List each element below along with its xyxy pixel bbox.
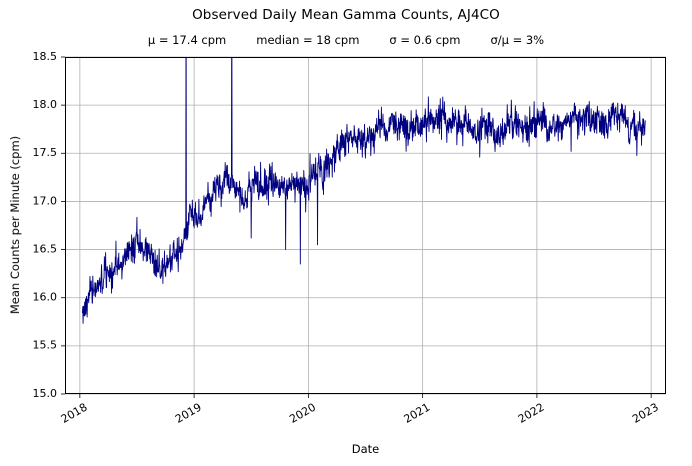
y-axis-label: Mean Counts per Minute (cpm) [8, 135, 22, 315]
chart-stats-line: μ = 17.4 cpm median = 18 cpm σ = 0.6 cpm… [0, 33, 692, 47]
stat-median: median = 18 cpm [256, 33, 360, 47]
stat-sigma: σ = 0.6 cpm [389, 33, 461, 47]
stat-cv: σ/μ = 3% [490, 33, 545, 47]
x-axis-label: Date [351, 442, 380, 456]
stat-mean: μ = 17.4 cpm [147, 33, 227, 47]
chart-title: Observed Daily Mean Gamma Counts, AJ4CO [192, 7, 500, 23]
